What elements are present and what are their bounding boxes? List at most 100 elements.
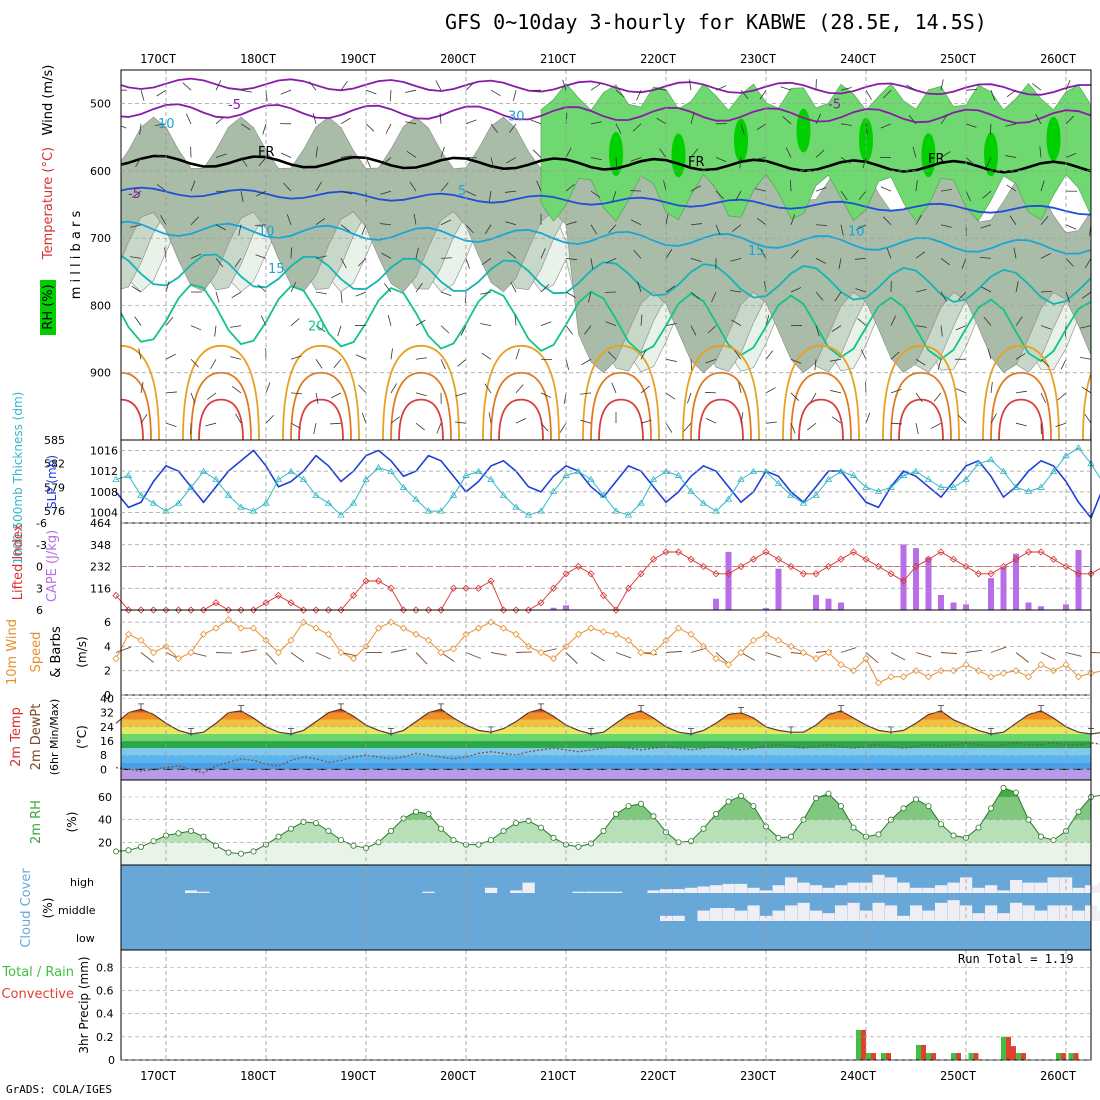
thickness-marker — [699, 499, 708, 506]
rh-marker — [137, 843, 144, 850]
lifted-index-marker — [449, 584, 458, 592]
wind-barb — [215, 190, 227, 193]
cloud-cell — [710, 885, 723, 893]
wind-barb-10m — [615, 652, 632, 659]
wind-barb — [815, 258, 826, 264]
wind-barb — [931, 422, 942, 429]
wind-barb — [340, 258, 347, 269]
lifted-index-marker — [424, 606, 433, 614]
cloud-cell — [735, 910, 748, 921]
wind-barb — [711, 291, 717, 303]
rh-marker — [513, 820, 520, 827]
wind-barb — [215, 80, 222, 91]
wind-barb — [735, 190, 742, 201]
rh-marker — [613, 811, 620, 818]
wind-barb — [707, 325, 717, 334]
wind-barb — [258, 157, 267, 167]
wind-barb — [340, 155, 352, 158]
wind-barb — [1057, 392, 1067, 401]
cloud-cell — [772, 910, 785, 921]
wind-barb — [1032, 83, 1042, 91]
rh-marker — [225, 849, 232, 856]
lifted-index-marker — [524, 606, 533, 614]
wind-speed-marker — [324, 630, 333, 638]
thickness-marker — [374, 463, 383, 471]
wind-barb — [165, 316, 174, 326]
wind-speed-marker — [649, 648, 658, 657]
precip-convective-bar — [1061, 1053, 1066, 1060]
wind-barb — [562, 79, 567, 91]
wind-barb — [590, 258, 594, 270]
thickness-marker — [237, 503, 245, 510]
rh-marker — [988, 805, 995, 812]
wind-barb — [111, 258, 116, 268]
cloud-label: Cloud Cover — [19, 868, 34, 948]
wind-barb — [830, 358, 842, 362]
wind-barb — [265, 414, 274, 424]
wind-barb — [782, 116, 792, 125]
wind-barb — [340, 190, 352, 195]
lifted-index-marker — [512, 606, 520, 614]
wind-barb-10m — [415, 652, 428, 665]
lifted-index-marker — [199, 606, 208, 614]
contour-label-0: -5 — [228, 98, 241, 113]
x-tick-bottom-17OCT: 17OCT — [140, 1069, 176, 1083]
wind-barb — [955, 325, 967, 331]
cape-bar — [913, 548, 919, 610]
lifted-index-marker — [412, 606, 420, 614]
temp-color-band — [121, 755, 1091, 763]
thickness-marker — [949, 483, 958, 490]
thickness-marker — [187, 483, 195, 490]
wind-barb — [581, 358, 592, 366]
rh-label: 2m RH — [29, 800, 44, 844]
wind-barb — [659, 148, 667, 158]
li-tick--6: -6 — [36, 517, 47, 530]
li-tick--3: -3 — [36, 539, 47, 552]
wind-barb — [785, 147, 792, 158]
lifted-index-marker — [937, 548, 945, 556]
wind-barb — [915, 423, 919, 435]
cloud-cell — [1097, 910, 1100, 921]
precip-convective-bar — [861, 1029, 866, 1060]
rh-marker — [788, 833, 795, 840]
x-tick-bottom-18OCT: 18OCT — [240, 1069, 276, 1083]
wind-barb-10m — [765, 652, 782, 658]
wind-barb — [665, 422, 673, 433]
wind-barb — [738, 382, 742, 393]
wind-speed-marker — [274, 648, 283, 657]
wind-barb — [755, 188, 767, 192]
wind-barb — [790, 423, 796, 434]
rh-marker — [925, 803, 932, 810]
temp-label-unit: (°C) — [75, 725, 89, 749]
rh-marker — [187, 828, 194, 835]
rh-marker — [412, 808, 419, 815]
wind-barb — [759, 248, 767, 259]
x-tick-bottom-19OCT: 19OCT — [340, 1069, 376, 1083]
cloud-cell — [910, 887, 923, 893]
wind-barb — [465, 82, 475, 91]
cape-tick-232: 232 — [90, 561, 111, 574]
wind-speed-marker — [787, 642, 795, 650]
wind-barb — [1040, 290, 1053, 293]
wind-barb — [915, 358, 926, 366]
ua-label-millibars: m i l l i b a r s — [69, 211, 84, 300]
wind-barb — [536, 180, 542, 192]
precip-convective-bar — [921, 1044, 926, 1060]
wind-barb-10m — [1015, 652, 1029, 663]
wind-barb — [715, 157, 727, 162]
thickness-marker — [962, 475, 970, 482]
cape-bar — [550, 607, 557, 610]
contour-label-10: 10 — [848, 224, 865, 239]
temp-color-band — [121, 733, 1091, 742]
wind-barb — [215, 291, 220, 303]
wind-barb — [690, 113, 695, 124]
wind-speed-marker — [449, 645, 458, 653]
thickness-marker — [812, 491, 820, 498]
wind-label-3: & Barbs — [49, 626, 64, 678]
wind-barb — [940, 114, 948, 125]
wind-barb — [1055, 422, 1067, 427]
wind-barb — [838, 258, 842, 270]
wind-barb — [315, 392, 319, 404]
thickness-marker — [487, 475, 495, 482]
cloud-cell — [1022, 905, 1035, 921]
